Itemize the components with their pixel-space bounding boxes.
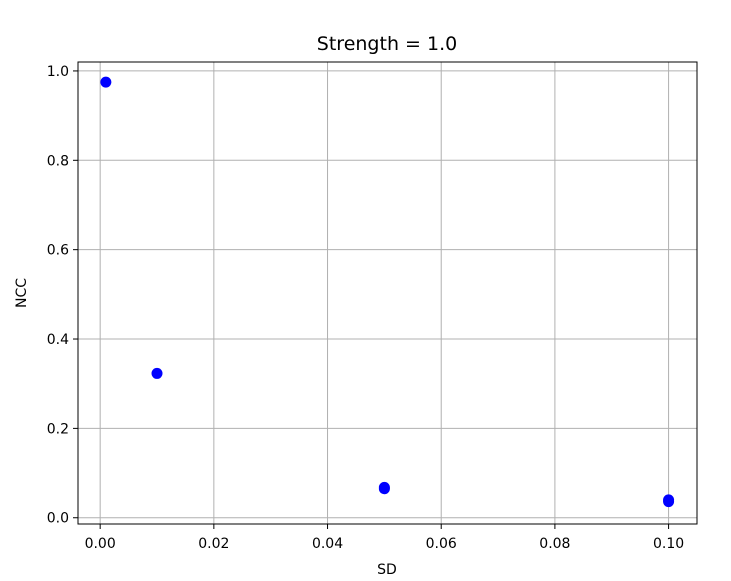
x-tick-label: 0.04 [312, 536, 343, 552]
x-tick-label: 0.10 [653, 536, 684, 552]
x-tick-label: 0.06 [426, 536, 457, 552]
x-axis-title: SD [377, 562, 397, 578]
data-point [663, 496, 675, 508]
y-axis-title: NCC [14, 278, 30, 308]
grid [78, 62, 697, 524]
chart-title: Strength = 1.0 [317, 33, 457, 55]
data-point [378, 483, 390, 495]
data-points [100, 76, 675, 508]
x-tick-label: 0.02 [198, 536, 229, 552]
ticks: 0.00 0.02 0.04 0.06 0.08 0.10 0.0 0.2 0.4 0.6 0.8 1… [47, 64, 684, 552]
x-tick-label: 0.00 [85, 536, 116, 552]
y-tick-label: 0.0 [47, 511, 69, 527]
y-tick-label: 1.0 [47, 64, 69, 80]
y-tick-label: 0.2 [47, 421, 69, 437]
data-point [100, 76, 112, 88]
y-tick-label: 0.4 [47, 332, 69, 348]
y-tick-label: 0.6 [47, 243, 69, 259]
x-tick-label: 0.08 [539, 536, 570, 552]
y-tick-label: 0.8 [47, 153, 69, 169]
data-point [151, 367, 163, 379]
axes-frame [77, 61, 698, 525]
